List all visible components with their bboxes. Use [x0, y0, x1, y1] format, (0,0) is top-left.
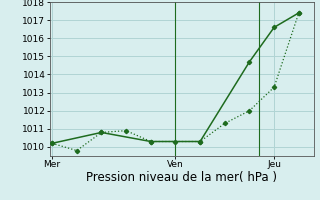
X-axis label: Pression niveau de la mer( hPa ): Pression niveau de la mer( hPa )	[86, 171, 277, 184]
